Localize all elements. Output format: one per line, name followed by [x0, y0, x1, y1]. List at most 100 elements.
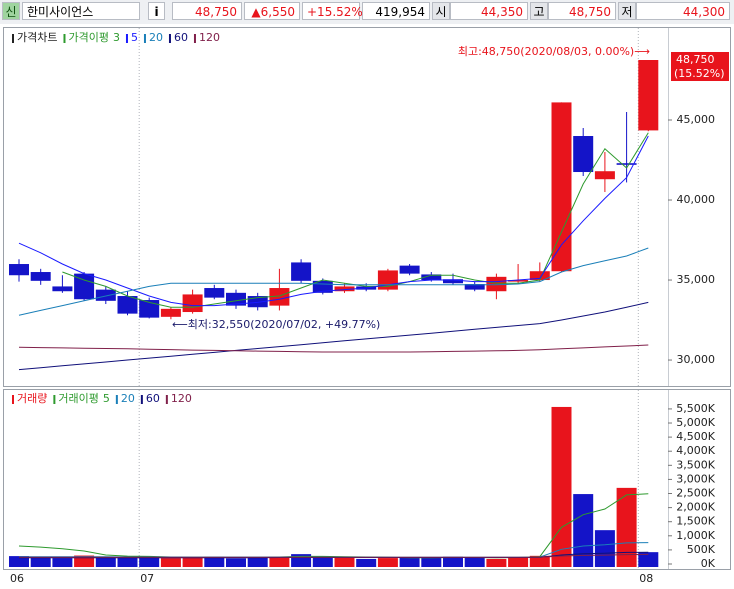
info-button[interactable]: i [148, 2, 165, 20]
candle-body [421, 274, 442, 281]
volume-bar [508, 557, 529, 567]
volume-bar [551, 406, 572, 567]
candle-body [594, 171, 615, 180]
volume-bar [226, 558, 246, 567]
y-tick-label: 3,000K [676, 472, 715, 485]
candle-body [182, 294, 203, 313]
y-tick-label: 40,000 [677, 193, 716, 206]
candle-body [399, 265, 420, 274]
candle-body [117, 296, 138, 314]
ma-line [18, 301, 649, 371]
legend-swatch [165, 395, 168, 404]
current-price: 48,750 [676, 53, 715, 66]
volume-bar [399, 557, 420, 567]
y-tick-label: 5,500K [676, 402, 715, 415]
volume-bar [573, 494, 594, 567]
volume-bar [74, 555, 95, 567]
legend-label: 가격이평 [68, 31, 108, 44]
volume-bar [9, 556, 29, 567]
y-tick-label: 5,000K [676, 416, 715, 429]
legend-swatch [140, 395, 143, 404]
y-tick-label: 4,500K [676, 430, 715, 443]
legend-swatch [12, 395, 14, 404]
y-tick-label: 500K [687, 543, 716, 556]
volume-bar [160, 558, 181, 567]
legend-swatch [53, 395, 56, 404]
legend-swatch [168, 34, 171, 43]
ma-line [18, 247, 649, 316]
y-tick-label: 2,000K [676, 501, 715, 514]
volume: 419,954 [362, 2, 430, 20]
open: 44,350 [450, 2, 528, 20]
volume-bar [182, 557, 203, 567]
ma-line [18, 493, 649, 559]
candle-body [204, 288, 225, 298]
annotation: 최고:48,750(2020/08/03, 0.00%)⟶ [458, 45, 650, 58]
stock-selector[interactable]: 한미사이언스 [22, 2, 140, 20]
candle-body [616, 163, 637, 165]
legend-label: 5 [131, 31, 138, 44]
legend-label: 20 [149, 31, 163, 44]
legend-label: 120 [199, 31, 220, 44]
candle-body [52, 286, 73, 292]
candle-body [30, 272, 51, 281]
volume-bar [52, 558, 73, 567]
legend-label: 3 [113, 31, 120, 44]
y-tick-label: 3,500K [676, 458, 715, 471]
legend-label: 5 [103, 392, 110, 405]
y-tick-label: 1,000K [676, 529, 715, 542]
volume-bar [356, 558, 377, 567]
legend-label: 20 [121, 392, 135, 405]
volume-bar [638, 552, 659, 567]
legend-swatch [193, 34, 196, 43]
ma-line [18, 344, 649, 353]
volume-bar [204, 556, 225, 567]
x-tick-label: 07 [140, 572, 154, 585]
ma-line [19, 553, 649, 558]
ma-line [18, 135, 649, 307]
candle-body [529, 271, 550, 281]
volume-bar [269, 557, 290, 567]
icon[interactable]: 신 [2, 2, 20, 20]
candle-body [291, 262, 312, 281]
candle-body [160, 308, 181, 317]
candle-body [139, 300, 160, 318]
price: 48,750 [172, 2, 242, 20]
candle-body [247, 296, 268, 308]
volume-bar [95, 557, 116, 567]
candle-body [443, 279, 463, 284]
volume-bar [247, 557, 268, 567]
candle-body [334, 286, 355, 292]
volume-bar [421, 557, 442, 567]
candle-body [551, 102, 572, 272]
top-bar: 신 한미사이언스 i 48,750 ▲6,550 +15.52% 419,954… [0, 0, 734, 24]
candle-body [464, 284, 485, 290]
candle-body [638, 60, 659, 131]
legend-label: 60 [174, 31, 188, 44]
volume-bar [377, 558, 398, 567]
legend-label: 거래이평 [58, 392, 98, 405]
legend-swatch [125, 34, 128, 43]
legend-label: 120 [171, 392, 192, 405]
candle-body [95, 289, 116, 301]
y-tick-label: 35,000 [677, 273, 716, 286]
volume-bar [443, 556, 463, 567]
volume-bar [464, 557, 485, 567]
rate: +15.52% [302, 2, 363, 20]
legend-label: 60 [146, 392, 160, 405]
legend-swatch [115, 395, 118, 404]
volume-bar [529, 555, 550, 567]
candle-body [74, 273, 95, 300]
y-tick-label: 1,500K [676, 515, 715, 528]
volume-bar [117, 556, 138, 567]
candle-body [226, 292, 246, 306]
y-tick-label: 2,500K [676, 487, 715, 500]
y-tick-label: 30,000 [677, 353, 716, 366]
change: ▲6,550 [244, 2, 300, 20]
volume-bar [139, 556, 160, 567]
price-panel [3, 27, 731, 387]
candle-body [573, 136, 594, 173]
legend-swatch [12, 34, 14, 43]
